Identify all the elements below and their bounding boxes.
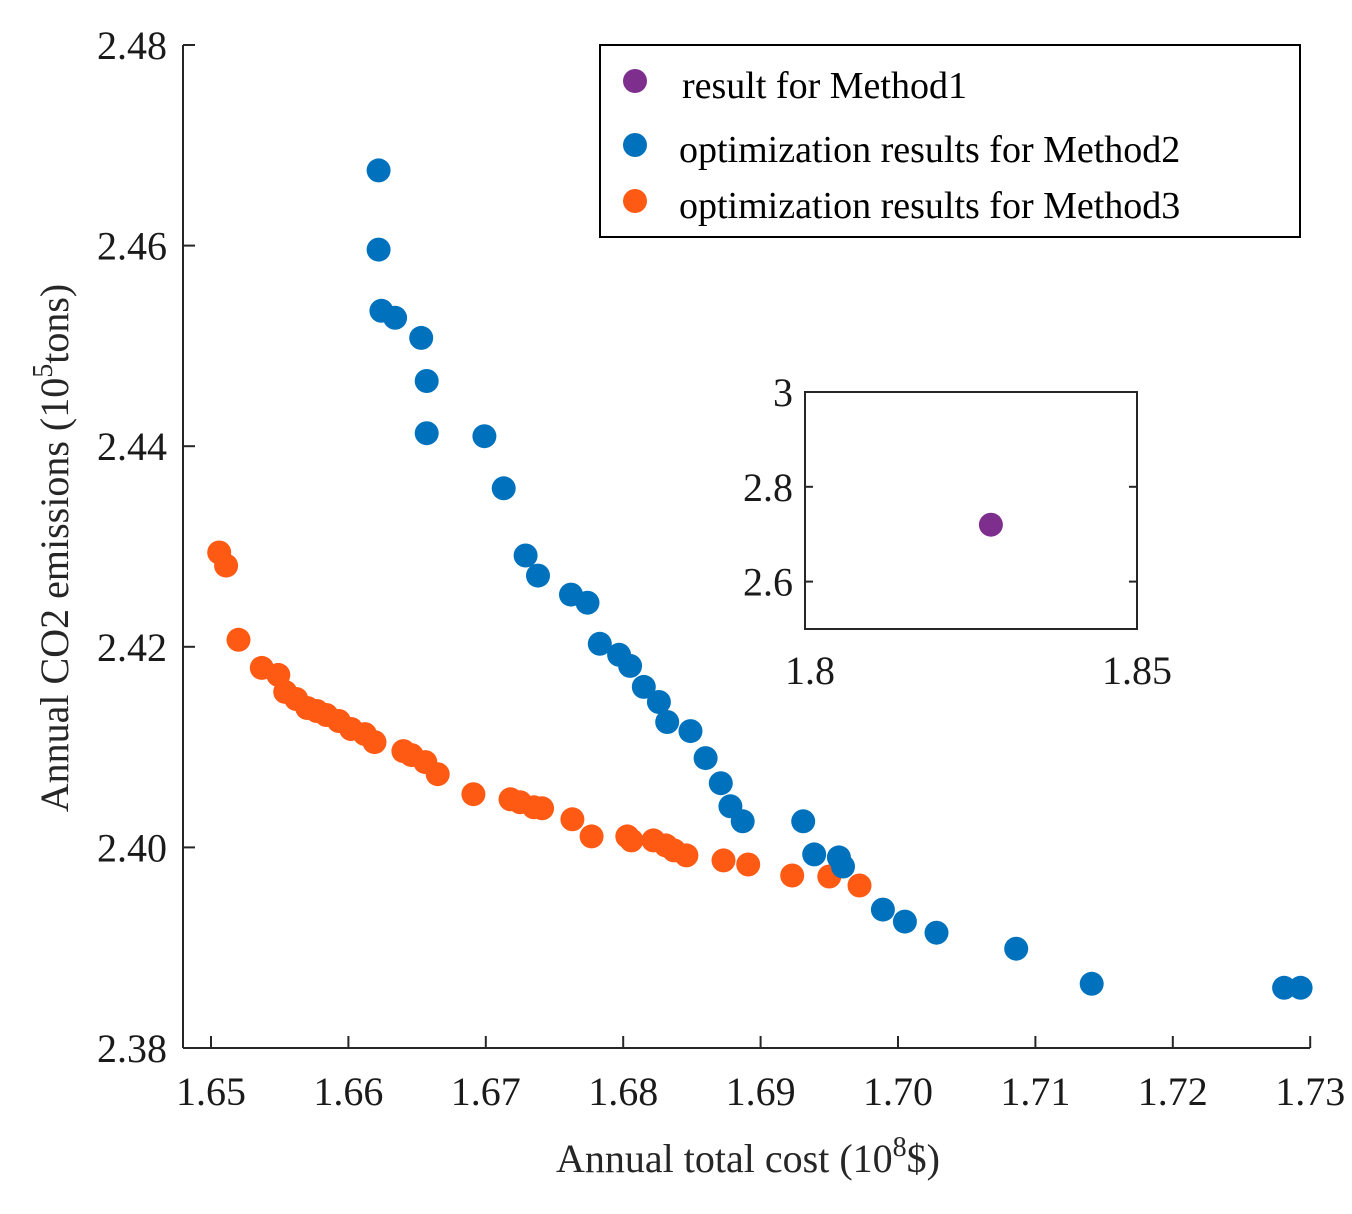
point-method2 — [526, 563, 550, 588]
point-method3 — [362, 730, 387, 755]
y-tick-label: 2.38 — [97, 1026, 167, 1071]
y-axis-title: Annual CO2 emissions (105tons) — [28, 284, 77, 812]
inset-ticks: 2.6 2.8 3 1.8 1.85 — [743, 370, 1172, 693]
point-method2 — [366, 158, 391, 183]
legend-label-method1: result for Method1 — [682, 65, 967, 107]
point-method2 — [575, 590, 600, 615]
point-method2 — [1004, 936, 1029, 961]
legend-label-method2: optimization results for Method2 — [679, 129, 1180, 171]
x-axis-title: Annual total cost (108$) — [556, 1132, 940, 1181]
point-method2 — [409, 325, 434, 350]
x-tick-label: 1.67 — [451, 1069, 521, 1114]
point-method2 — [892, 909, 917, 934]
point-method1 — [978, 512, 1003, 537]
x-tick-label: 1.70 — [863, 1069, 933, 1114]
point-method2 — [472, 424, 497, 449]
point-method2 — [870, 897, 895, 922]
point-method3 — [461, 782, 486, 807]
point-method2 — [383, 305, 408, 330]
point-method2 — [513, 543, 538, 568]
y-tick-label: 2.42 — [97, 625, 167, 670]
x-tick-label: 1.72 — [1138, 1069, 1208, 1114]
point-method2 — [655, 710, 680, 734]
point-method2 — [708, 771, 733, 796]
point-method3 — [674, 843, 699, 868]
point-method2 — [631, 674, 656, 699]
x-tick-label: 1.68 — [588, 1069, 658, 1114]
y-tick-label: 2.48 — [97, 23, 167, 68]
point-method3 — [711, 848, 736, 873]
inset-points — [978, 512, 1003, 537]
inset-y-tick-label: 2.6 — [743, 560, 793, 605]
inset-x-tick-label: 1.85 — [1102, 648, 1172, 693]
main-axes: 2.382.402.422.442.462.48 1.65 1.66 1.67 1.6… — [97, 23, 1345, 1114]
x-tick-label: 1.71 — [1000, 1069, 1070, 1114]
point-method3 — [780, 863, 805, 888]
data-points — [207, 158, 1313, 1000]
point-method3 — [425, 762, 450, 787]
point-method3 — [214, 553, 239, 578]
inset-y-tick-label: 3 — [773, 370, 793, 415]
point-method2 — [618, 653, 643, 678]
x-tick-label: 1.65 — [176, 1069, 246, 1114]
point-method2 — [646, 690, 671, 714]
x-tick-label: 1.73 — [1275, 1069, 1345, 1114]
point-method2 — [414, 369, 439, 393]
point-method2 — [678, 719, 703, 744]
point-method2 — [924, 920, 949, 945]
inset-y-tick-label: 2.8 — [743, 465, 793, 510]
legend-marker-method1 — [623, 69, 647, 93]
inset-x-tick-label: 1.8 — [785, 648, 835, 693]
point-method3 — [736, 852, 761, 877]
point-method2 — [414, 421, 439, 446]
x-ticks: 1.65 1.66 1.67 1.68 1.69 1.70 1.71 1.72 1.73 — [176, 1036, 1345, 1114]
x-tick-label: 1.66 — [313, 1069, 383, 1114]
point-method3 — [579, 824, 604, 849]
y-tick-label: 2.46 — [97, 224, 167, 269]
point-method3 — [560, 807, 585, 832]
x-tick-label: 1.69 — [726, 1069, 796, 1114]
legend-box — [599, 44, 1301, 238]
point-method2 — [730, 809, 755, 834]
y-ticks: 2.38 2.40 2.42 2.44 2.46 2.48 — [97, 23, 195, 1071]
point-method2 — [831, 854, 855, 879]
point-method2 — [1288, 975, 1313, 1000]
legend-marker-method2 — [623, 133, 647, 157]
inset-frame — [804, 391, 1138, 630]
point-method2 — [587, 631, 612, 656]
point-method2 — [1272, 975, 1297, 1000]
point-method3 — [847, 873, 872, 898]
legend-marker-method3 — [623, 189, 647, 213]
y-tick-label: 2.40 — [97, 825, 167, 870]
y-tick-label: 2.44 — [97, 424, 167, 469]
point-method3 — [619, 828, 644, 853]
point-method2 — [693, 746, 718, 771]
point-method2 — [366, 237, 391, 262]
point-method3 — [226, 627, 251, 652]
point-method2 — [791, 809, 816, 834]
legend-label-method3: optimization results for Method3 — [679, 185, 1180, 227]
inset-axes: 2.6 2.8 3 1.8 1.85 — [743, 370, 1172, 693]
point-method3 — [530, 796, 555, 821]
legend[interactable]: result for Method1 optimization results … — [599, 44, 1301, 238]
point-method2 — [802, 842, 827, 867]
point-method2 — [491, 476, 516, 501]
point-method2 — [1079, 971, 1104, 996]
